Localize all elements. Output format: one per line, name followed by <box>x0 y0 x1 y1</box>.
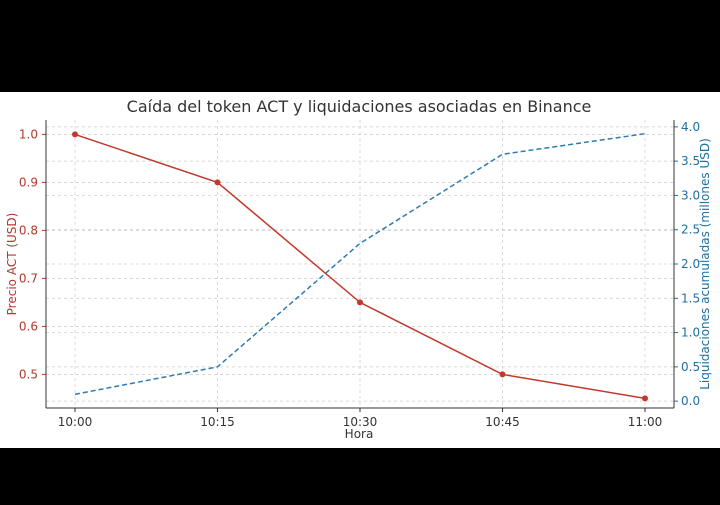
y-axis-title-left: Precio ACT (USD) <box>5 213 19 316</box>
y-tick-label-left: 1.0 <box>19 127 38 141</box>
y-tick-label-right: 3.5 <box>681 154 700 168</box>
price-point <box>499 371 506 378</box>
y-tick-label-right: 1.5 <box>681 291 700 305</box>
y-tick-label-right: 2.5 <box>681 223 700 237</box>
y-tick-label-left: 0.5 <box>19 367 38 381</box>
price-point <box>214 179 221 186</box>
price-point <box>72 131 78 138</box>
y-axis-title-right: Liquidaciones acumuladas (millones USD) <box>698 138 712 390</box>
y-tick-label-right: 1.0 <box>681 326 700 340</box>
price-point <box>357 299 363 306</box>
x-tick-label: 10:00 <box>58 415 93 429</box>
chart-title: Caída del token ACT y liquidaciones asoc… <box>127 97 592 116</box>
series <box>72 131 648 402</box>
liquidations-line <box>74 132 646 396</box>
y-tick-label-right: 2.0 <box>681 257 700 271</box>
y-tick-label-right: 3.0 <box>681 188 700 202</box>
y-tick-label-left: 0.6 <box>19 319 38 333</box>
axes <box>42 120 678 412</box>
chart-panel: Caída del token ACT y liquidaciones asoc… <box>0 92 720 448</box>
dual-axis-line-chart: Caída del token ACT y liquidaciones asoc… <box>5 97 712 441</box>
x-axis-title: Hora <box>345 427 374 441</box>
y-tick-label-left: 0.9 <box>19 175 38 189</box>
y-tick-label-right: 0.5 <box>681 360 700 374</box>
y-tick-label-left: 0.8 <box>19 223 38 237</box>
x-tick-label: 10:15 <box>200 415 235 429</box>
x-tick-label: 10:30 <box>343 415 378 429</box>
y-tick-label-left: 0.7 <box>19 271 38 285</box>
y-tick-label-right: 0.0 <box>681 394 700 408</box>
tick-labels: 10:00 10:15 10:30 10:45 11:00 0.5 0.6 0.7 0.8 0.9… <box>19 120 700 429</box>
y-tick-label-right: 4.0 <box>681 120 700 134</box>
grid <box>46 120 674 408</box>
x-tick-label: 11:00 <box>628 415 663 429</box>
price-point <box>642 395 648 402</box>
x-tick-label: 10:45 <box>485 415 520 429</box>
